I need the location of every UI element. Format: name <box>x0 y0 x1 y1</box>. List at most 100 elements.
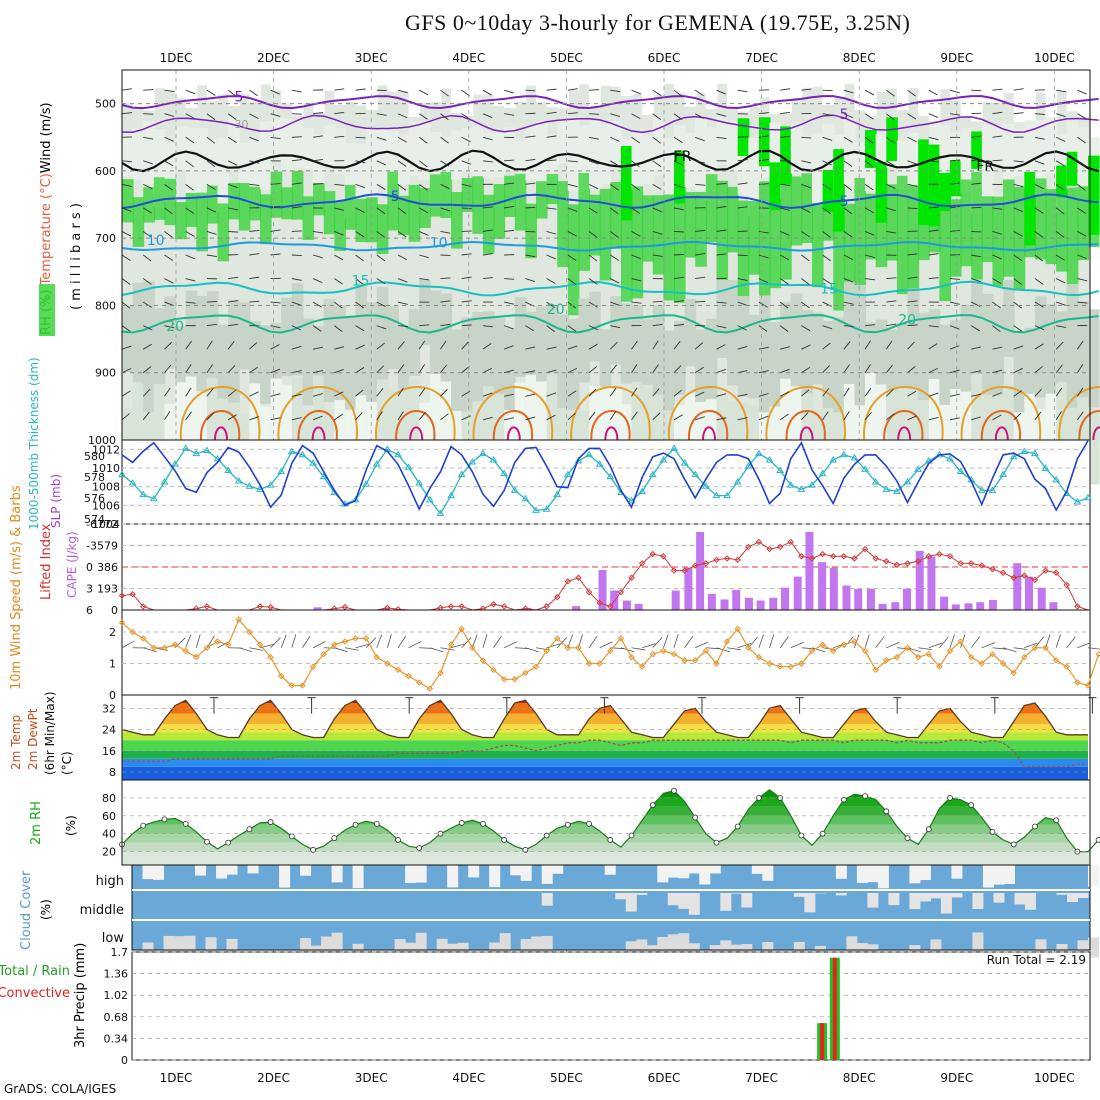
rh-light-cell <box>992 124 1005 167</box>
wind-barb <box>992 88 1003 91</box>
wind-barb <box>567 412 576 421</box>
wind-speed-marker <box>585 660 593 667</box>
wind-barb <box>758 301 768 308</box>
rh-light-cell <box>419 123 431 180</box>
wind-barb <box>716 325 727 329</box>
rh2m-marker <box>225 839 232 846</box>
wind-barb <box>737 182 748 185</box>
thickness-marker <box>436 509 445 516</box>
wind-barb <box>249 366 258 374</box>
wind-barb <box>1055 254 1065 261</box>
wind-barb <box>801 254 810 262</box>
wind-barb <box>949 113 960 116</box>
surface-wind-barb <box>1034 636 1045 649</box>
rh-dry-cell <box>790 70 803 98</box>
surface-wind-barb <box>779 636 789 649</box>
temp-tick-label: 16 <box>102 745 116 758</box>
rh-grey-cell <box>981 294 994 404</box>
wind-speed-marker <box>755 654 763 661</box>
wind-barb <box>546 231 557 235</box>
wind-tick-label: 2 <box>109 626 116 639</box>
surface-wind-barb <box>705 647 720 650</box>
cape-tick-label: 579 <box>97 540 118 553</box>
wind-barb <box>334 135 345 138</box>
wind-barb <box>1034 231 1044 238</box>
wind-speed-marker <box>978 660 986 667</box>
thickness-marker <box>351 495 360 503</box>
lifted-marker <box>490 601 497 608</box>
wind-barb <box>1055 341 1064 350</box>
surface-wind-barb <box>673 634 679 648</box>
rh-low-cell <box>599 386 612 465</box>
temp-color-band <box>122 750 1088 759</box>
wind-barb <box>928 253 939 256</box>
rh-low-cell <box>843 383 856 462</box>
rh-legend-swatch <box>39 284 55 336</box>
wind-barb <box>482 136 493 141</box>
precip-tick-label: 0 <box>121 1054 128 1067</box>
rh-light-cell <box>461 128 474 172</box>
wind-speed-marker <box>1010 669 1017 677</box>
rh-grey-cell <box>822 320 835 439</box>
thickness-marker <box>447 491 455 499</box>
rh-light-cell <box>344 143 357 219</box>
wind-barb <box>121 325 131 332</box>
lifted-tick-label: -3 <box>86 540 97 553</box>
rh-bright-cell <box>769 162 782 211</box>
wind-barb <box>1077 89 1087 95</box>
high-cloud-gap <box>982 865 994 888</box>
thickness-marker <box>850 453 859 461</box>
rh-light-cell <box>504 127 516 171</box>
thickness-marker <box>818 469 827 477</box>
rh-grey-cell <box>705 318 718 449</box>
lifted-marker <box>1031 576 1039 584</box>
rh-grey-cell <box>769 322 782 443</box>
rh-low-cell <box>514 382 527 460</box>
wind-barb <box>143 183 153 190</box>
wind-barb <box>397 160 407 167</box>
rh-dry-cell <box>928 70 941 121</box>
wind-speed-marker <box>384 660 391 667</box>
wind-barb <box>864 207 875 214</box>
rh-dry-cell <box>1003 70 1015 93</box>
wind-barb <box>206 183 216 190</box>
isotherm-30-loop <box>297 409 338 441</box>
rh-dry-cell <box>758 70 771 98</box>
wind-barb <box>1055 207 1065 215</box>
date-label-top: 6DEC <box>648 51 681 65</box>
wind-barb <box>631 278 642 282</box>
rh-light-cell <box>366 127 378 198</box>
surface-wind-barb <box>727 647 741 651</box>
wind-speed-marker <box>532 663 540 670</box>
wind-barb <box>694 342 704 350</box>
thickness-marker <box>1073 497 1082 505</box>
rh-low-cell <box>440 382 453 460</box>
wind-barb <box>355 231 365 238</box>
rh-grey-cell <box>642 319 654 385</box>
thickness-marker <box>701 482 710 489</box>
rh-low-cell <box>705 399 718 477</box>
low-cloud-gap <box>930 939 942 960</box>
rh-light-cell <box>323 125 336 167</box>
isotherm-35-loop <box>994 426 1009 441</box>
isotherm-35-loop <box>409 426 424 441</box>
wind-barb <box>992 207 1003 210</box>
isotherm-35-loop <box>604 426 619 441</box>
wind-speed-marker <box>278 672 285 680</box>
rh-low-cell <box>886 389 898 467</box>
thickness-marker <box>139 490 148 498</box>
wind-barb <box>949 159 961 162</box>
wind-barb <box>694 89 704 97</box>
rh2m-marker <box>1053 817 1060 824</box>
lifted-tick-label: 0 <box>86 561 93 574</box>
wind-barb <box>164 325 175 329</box>
rh-green-cell <box>758 181 771 297</box>
rh-dry-cell <box>132 70 145 108</box>
wind-barb <box>695 113 705 119</box>
wind-barb <box>864 340 871 350</box>
rh-dry-cell <box>907 70 920 89</box>
wind-barb <box>758 231 769 234</box>
precip-convective-bar <box>820 1023 825 1060</box>
wind-panel-frame <box>121 609 1091 696</box>
wind-barb <box>504 369 514 374</box>
